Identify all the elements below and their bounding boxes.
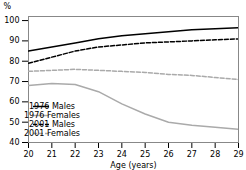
svg-text:1976 Females: 1976 Females <box>24 111 80 120</box>
svg-text:23: 23 <box>93 150 103 159</box>
svg-text:50: 50 <box>9 118 19 127</box>
svg-text:28: 28 <box>210 150 220 159</box>
svg-text:2001 Females: 2001 Females <box>24 129 80 138</box>
svg-text:60: 60 <box>9 97 19 106</box>
svg-text:80: 80 <box>9 57 19 66</box>
svg-text:21: 21 <box>47 150 57 159</box>
svg-text:25: 25 <box>140 150 150 159</box>
svg-text:Age (years): Age (years) <box>110 161 156 170</box>
svg-text:29: 29 <box>233 150 243 159</box>
svg-text:70: 70 <box>9 77 19 86</box>
svg-text:27: 27 <box>187 150 197 159</box>
svg-text:40: 40 <box>9 138 19 147</box>
svg-text:20: 20 <box>23 150 33 159</box>
svg-text:90: 90 <box>9 36 19 45</box>
svg-text:1976 Males: 1976 Males <box>29 102 75 111</box>
svg-text:%: % <box>4 2 12 11</box>
svg-text:24: 24 <box>117 150 127 159</box>
svg-text:2001 Males: 2001 Males <box>29 120 75 129</box>
svg-text:22: 22 <box>70 150 80 159</box>
svg-text:26: 26 <box>163 150 173 159</box>
svg-text:100: 100 <box>4 16 19 25</box>
